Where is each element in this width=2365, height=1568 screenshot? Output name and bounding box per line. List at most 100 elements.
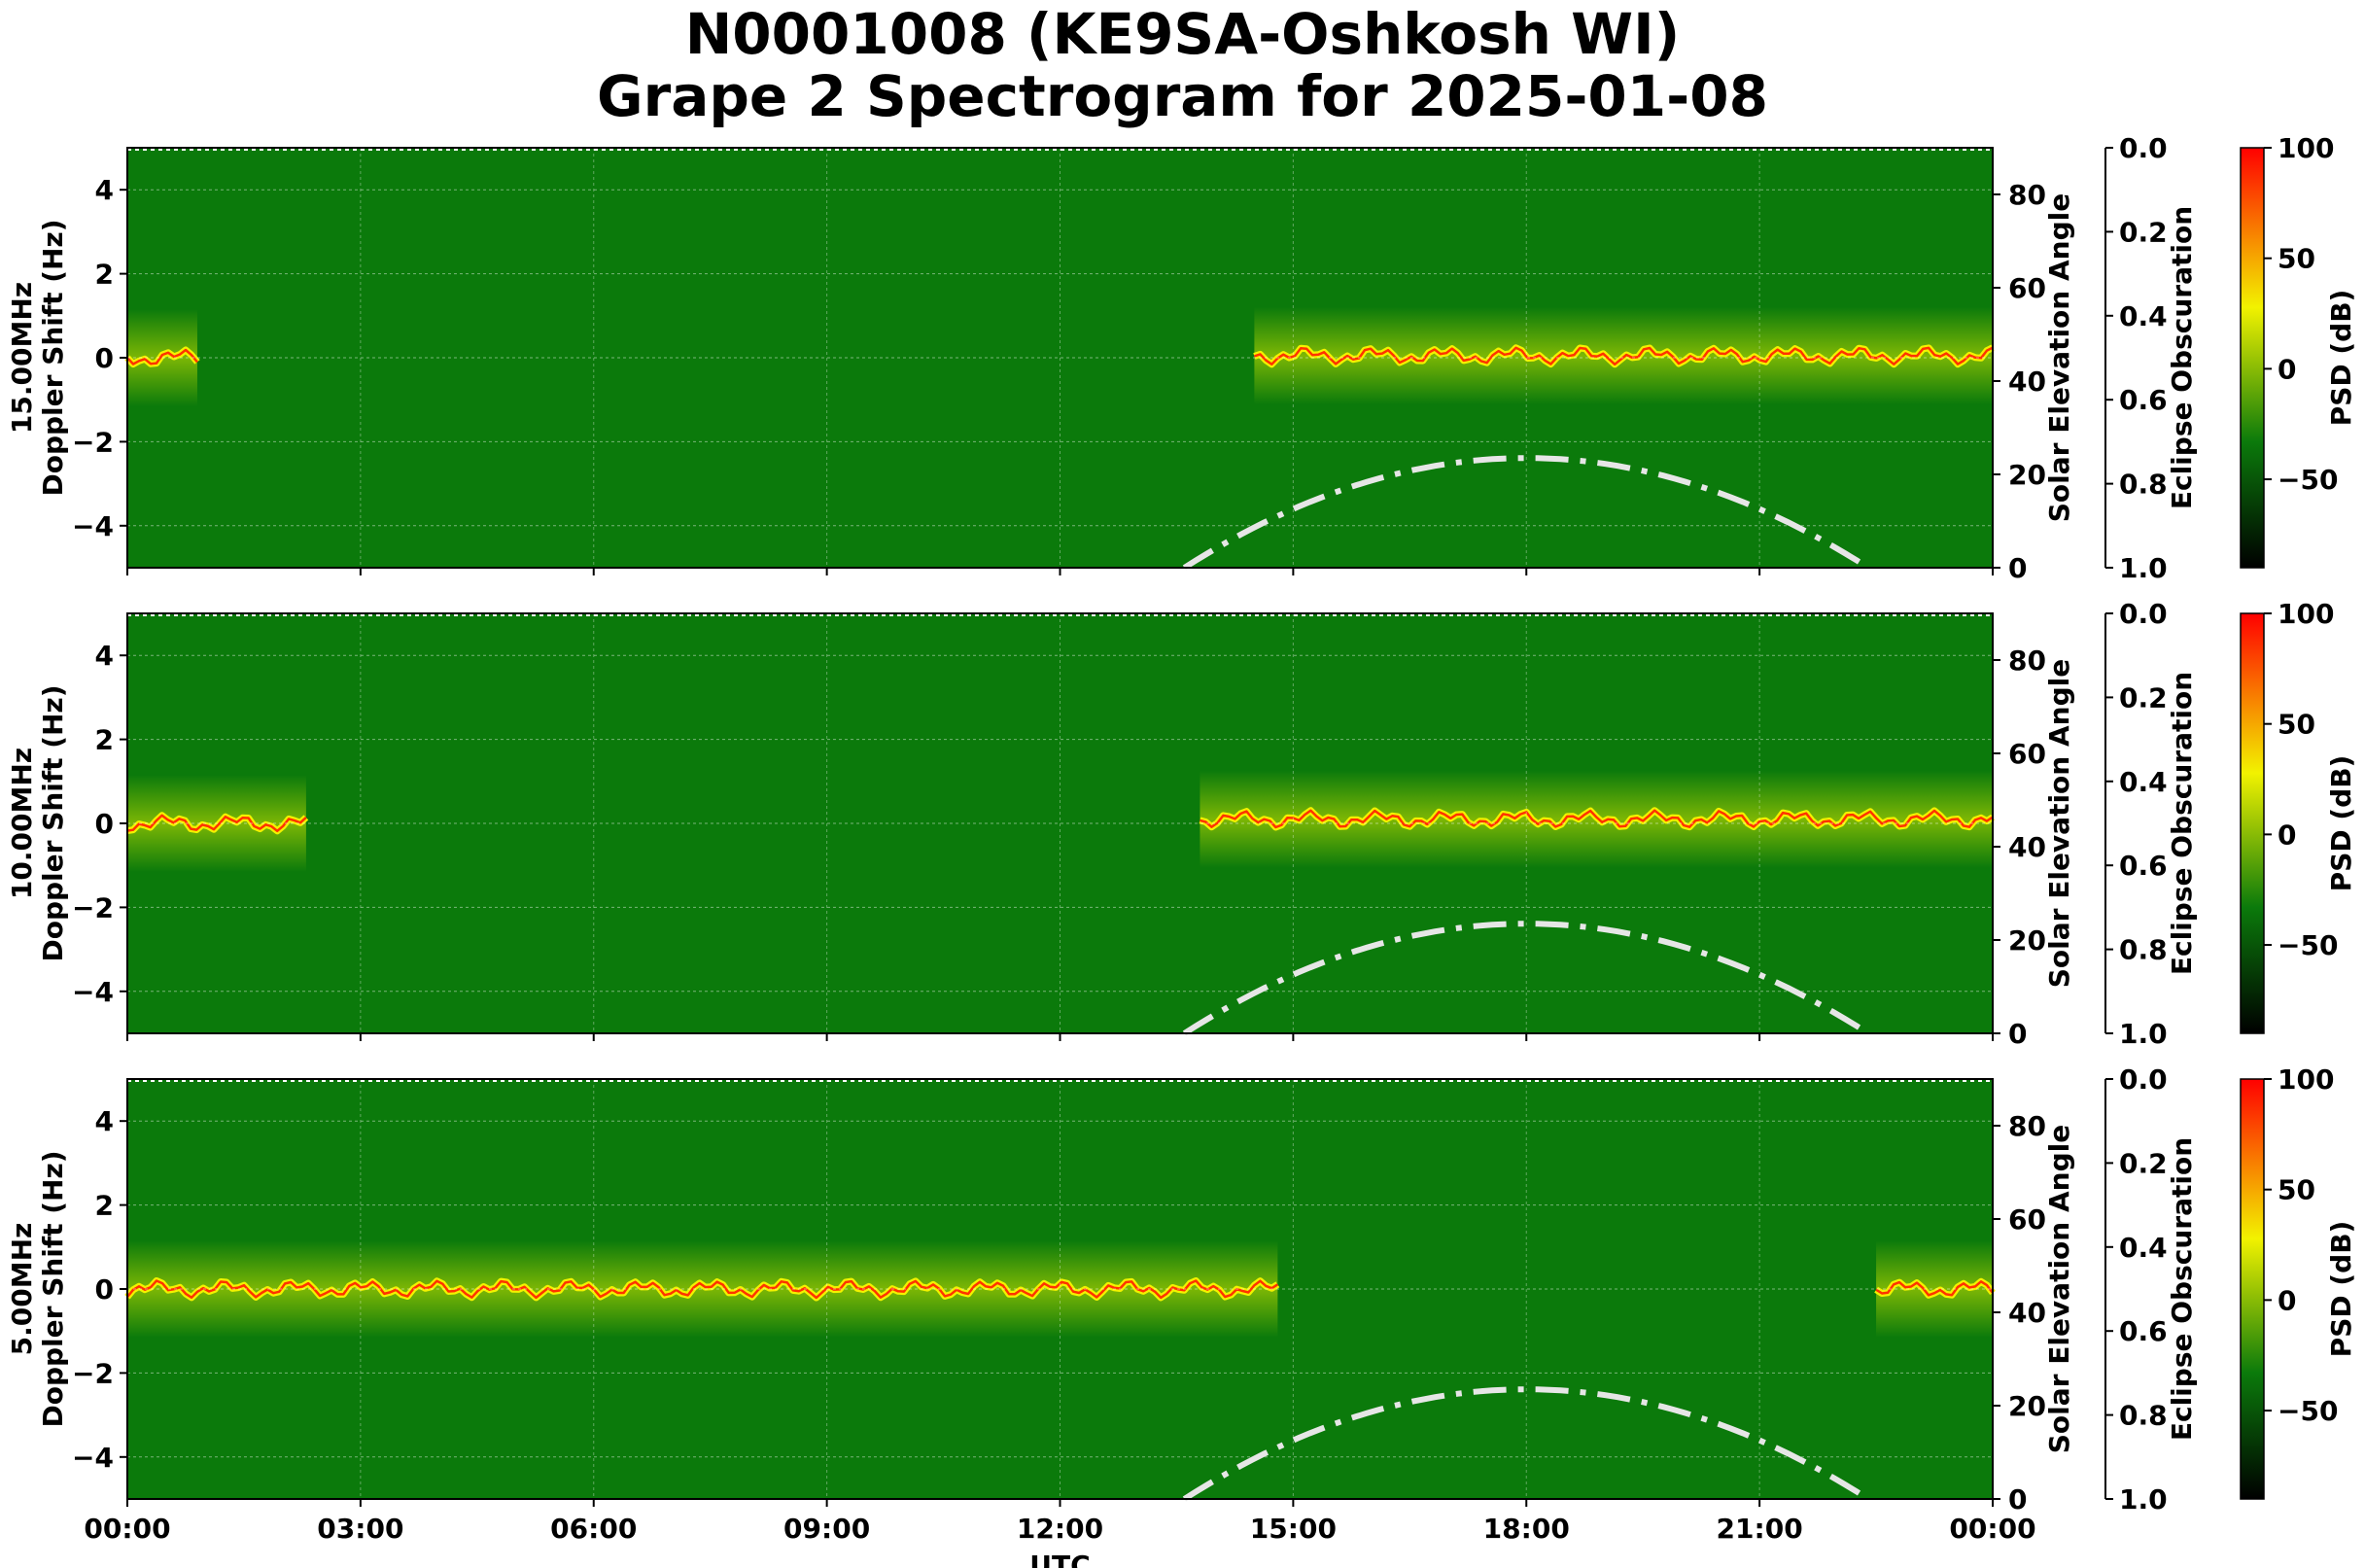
colorbar-tick-label: −50 <box>2278 464 2338 496</box>
eclipse-tick-label: 1.0 <box>2119 1018 2168 1050</box>
elevation-tick-label: 0 <box>2008 552 2027 584</box>
chart-title-line1: N0001008 (KE9SA-Oshkosh WI) <box>684 1 1681 67</box>
elevation-tick-label: 20 <box>2008 924 2046 957</box>
eclipse-tick-label: 0.8 <box>2119 934 2168 966</box>
y-tick-label: −4 <box>72 976 114 1008</box>
eclipse-tick-label: 0.0 <box>2119 598 2168 630</box>
doppler-trace-peak <box>126 348 198 366</box>
colorbar-tick-label: 0 <box>2278 353 2296 385</box>
spectrogram-panel-10.00MHz <box>120 612 2272 1041</box>
y-tick-label: −2 <box>72 1357 114 1389</box>
y-axis-label-frequency: 5.00MHz <box>6 1223 38 1356</box>
elevation-tick-label: 20 <box>2008 1390 2046 1422</box>
eclipse-axis-label: Eclipse Obscuration <box>2166 206 2198 509</box>
y-tick-label: −4 <box>72 1442 114 1474</box>
colorbar-label: PSD (dB) <box>2325 290 2357 427</box>
elevation-axis-label: Solar Elevation Angle <box>2043 1125 2075 1453</box>
y-tick-label: 0 <box>95 342 114 374</box>
x-tick-label: 15:00 <box>1250 1513 1337 1545</box>
colorbar-tick-label: 50 <box>2278 1174 2315 1206</box>
y-tick-label: 4 <box>95 640 114 672</box>
x-tick-label: 03:00 <box>317 1513 403 1545</box>
y-tick-label: 0 <box>95 808 114 840</box>
colorbar-tick-label: −50 <box>2278 1395 2338 1427</box>
y-axis-label-frequency: 15.00MHz <box>6 282 38 434</box>
eclipse-tick-label: 0.6 <box>2119 850 2168 882</box>
colorbar-label: PSD (dB) <box>2325 755 2357 892</box>
elevation-tick-label: 60 <box>2008 272 2046 304</box>
y-tick-label: −2 <box>72 426 114 458</box>
eclipse-tick-label: 0.4 <box>2119 766 2168 798</box>
y-tick-label: 0 <box>95 1273 114 1306</box>
solar-elevation-curve <box>1182 455 1870 571</box>
elevation-tick-label: 0 <box>2008 1483 2027 1516</box>
colorbar <box>2240 1078 2265 1500</box>
elevation-tick-label: 80 <box>2008 1110 2046 1142</box>
y-tick-label: 2 <box>95 1190 114 1222</box>
spectrogram-panel-5.00MHz <box>120 1078 2272 1507</box>
elevation-tick-label: 80 <box>2008 179 2046 211</box>
colorbar-tick-label: 100 <box>2278 1063 2334 1096</box>
eclipse-tick-label: 0.2 <box>2119 216 2168 248</box>
elevation-tick-label: 20 <box>2008 459 2046 491</box>
x-tick-label: 00:00 <box>1949 1513 2035 1545</box>
y-tick-label: −4 <box>72 510 114 542</box>
colorbar-tick-label: 50 <box>2278 243 2315 275</box>
elevation-tick-label: 0 <box>2008 1018 2027 1050</box>
colorbar-tick-label: 0 <box>2278 1284 2296 1316</box>
elevation-tick-label: 60 <box>2008 1203 2046 1236</box>
y-tick-label: 4 <box>95 1105 114 1137</box>
eclipse-tick-label: 0.2 <box>2119 681 2168 714</box>
eclipse-tick-label: 0.8 <box>2119 1400 2168 1432</box>
doppler-trace-peak <box>126 1279 1279 1300</box>
colorbar-tick-label: 100 <box>2278 598 2334 630</box>
eclipse-tick-label: 0.6 <box>2119 1315 2168 1347</box>
x-tick-label: 06:00 <box>550 1513 637 1545</box>
colorbar-label: PSD (dB) <box>2325 1221 2357 1358</box>
eclipse-tick-label: 1.0 <box>2119 1483 2168 1516</box>
elevation-tick-label: 80 <box>2008 645 2046 677</box>
eclipse-axis-label: Eclipse Obscuration <box>2166 1137 2198 1441</box>
doppler-trace-peak <box>1254 346 1994 366</box>
eclipse-tick-label: 0.8 <box>2119 469 2168 501</box>
y-tick-label: 4 <box>95 174 114 206</box>
eclipse-tick-label: 0.0 <box>2119 132 2168 164</box>
doppler-trace-peak <box>1200 809 1994 829</box>
y-axis-label-doppler: Doppler Shift (Hz) <box>37 684 69 961</box>
y-axis-label-frequency: 10.00MHz <box>6 748 38 899</box>
x-tick-label: 09:00 <box>783 1513 870 1545</box>
eclipse-tick-label: 0.6 <box>2119 384 2168 416</box>
eclipse-tick-label: 0.4 <box>2119 300 2168 332</box>
x-tick-label: 21:00 <box>1717 1513 1803 1545</box>
colorbar-tick-label: 50 <box>2278 709 2315 741</box>
y-axis-label-doppler: Doppler Shift (Hz) <box>37 219 69 496</box>
colorbar <box>2240 612 2265 1034</box>
solar-elevation-curve <box>1182 921 1870 1036</box>
y-axis-label-doppler: Doppler Shift (Hz) <box>37 1150 69 1427</box>
spectrogram-panel-15.00MHz <box>120 147 2272 575</box>
eclipse-axis-label: Eclipse Obscuration <box>2166 672 2198 975</box>
eclipse-tick-label: 0.0 <box>2119 1063 2168 1096</box>
eclipse-tick-label: 1.0 <box>2119 552 2168 584</box>
doppler-trace-peak <box>1875 1280 1994 1297</box>
colorbar-tick-label: 0 <box>2278 819 2296 851</box>
chart-title-line2: Grape 2 Spectrogram for 2025-01-08 <box>597 63 1768 129</box>
x-tick-label: 18:00 <box>1483 1513 1570 1545</box>
y-tick-label: 2 <box>95 259 114 291</box>
elevation-tick-label: 40 <box>2008 1297 2046 1329</box>
x-tick-label: 12:00 <box>1017 1513 1103 1545</box>
x-axis-label: UTC <box>1029 1550 1090 1568</box>
elevation-tick-label: 60 <box>2008 738 2046 770</box>
eclipse-tick-label: 0.2 <box>2119 1147 2168 1179</box>
colorbar <box>2240 147 2265 569</box>
eclipse-tick-label: 0.4 <box>2119 1232 2168 1264</box>
x-tick-label: 00:00 <box>84 1513 170 1545</box>
solar-elevation-curve <box>1182 1386 1870 1502</box>
colorbar-tick-label: −50 <box>2278 929 2338 961</box>
elevation-tick-label: 40 <box>2008 831 2046 863</box>
colorbar-tick-label: 100 <box>2278 132 2334 164</box>
elevation-tick-label: 40 <box>2008 366 2046 398</box>
y-tick-label: −2 <box>72 891 114 923</box>
elevation-axis-label: Solar Elevation Angle <box>2043 659 2075 988</box>
